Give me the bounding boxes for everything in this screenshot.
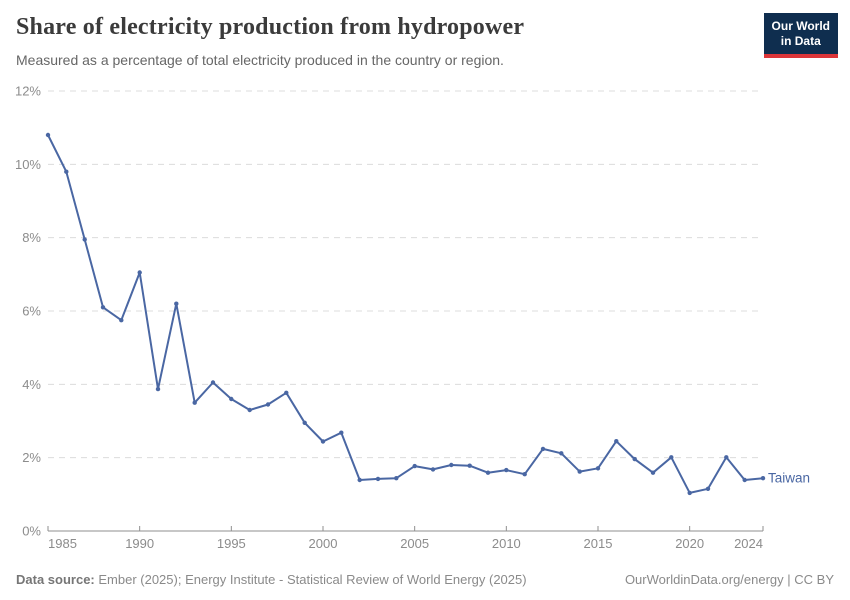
data-point	[82, 237, 87, 242]
data-point	[412, 463, 417, 469]
x-axis-label: 2020	[675, 536, 704, 551]
data-point	[302, 420, 307, 425]
data-point	[192, 400, 197, 405]
data-point	[467, 463, 472, 468]
chart-subtitle: Measured as a percentage of total electr…	[16, 52, 504, 68]
series-label-taiwan: Taiwan	[768, 471, 810, 486]
data-point	[595, 466, 601, 471]
data-source: Data source: Ember (2025); Energy Instit…	[16, 572, 527, 587]
data-point	[119, 318, 124, 323]
x-axis-label: 2010	[492, 536, 521, 551]
data-point	[137, 270, 142, 275]
owid-logo: Our World in Data	[763, 13, 838, 58]
data-point	[45, 132, 51, 138]
x-axis-label: 2024	[734, 536, 763, 551]
data-point	[724, 455, 729, 460]
data-point	[339, 430, 344, 435]
y-axis-label: 4%	[22, 377, 41, 392]
data-point	[375, 476, 381, 482]
data-point	[687, 490, 692, 496]
data-point	[357, 477, 362, 483]
data-point	[174, 301, 179, 306]
y-axis-label: 10%	[15, 157, 41, 172]
data-point	[577, 469, 582, 474]
data-point	[522, 472, 527, 477]
chart-footer: Data source: Ember (2025); Energy Instit…	[16, 572, 834, 587]
data-point	[632, 456, 637, 462]
x-axis-label: 2015	[584, 536, 613, 551]
y-axis-label: 2%	[22, 450, 41, 465]
x-axis-label: 2000	[309, 536, 338, 551]
data-point	[669, 455, 674, 460]
y-axis-label: 12%	[15, 84, 41, 99]
data-point	[650, 470, 656, 475]
page-title: Share of electricity production from hyd…	[16, 14, 525, 40]
data-point	[559, 451, 564, 456]
data-point	[430, 467, 436, 472]
data-point	[705, 486, 711, 491]
data-point	[504, 467, 509, 473]
x-axis-label: 1990	[125, 536, 154, 551]
data-point	[155, 386, 161, 392]
data-point	[320, 439, 326, 444]
data-point	[485, 470, 491, 475]
x-axis-label: 1985	[48, 536, 77, 551]
data-source-text: Ember (2025); Energy Institute - Statist…	[94, 572, 527, 587]
data-point	[760, 476, 766, 481]
data-point	[100, 305, 106, 310]
data-point	[64, 169, 69, 174]
y-axis-label: 6%	[22, 304, 41, 319]
data-point	[229, 396, 234, 402]
data-point	[449, 462, 454, 468]
data-point	[540, 446, 546, 452]
y-axis-label: 0%	[22, 524, 41, 539]
data-point	[265, 402, 271, 407]
data-point	[742, 477, 747, 483]
x-axis-label: 1995	[217, 536, 246, 551]
data-source-label: Data source:	[16, 572, 95, 587]
data-point	[394, 476, 399, 481]
data-point	[614, 439, 619, 444]
series-line-taiwan	[47, 134, 764, 494]
owid-logo-line2: in Data	[780, 34, 821, 48]
owid-logo-line1: Our World	[771, 19, 830, 33]
data-point	[247, 407, 252, 413]
data-point	[210, 380, 216, 385]
credit-link[interactable]: OurWorldinData.org/energy | CC BY	[624, 572, 834, 587]
y-axis-label: 8%	[22, 230, 41, 245]
x-axis-label: 2005	[400, 536, 429, 551]
data-point	[284, 390, 289, 395]
